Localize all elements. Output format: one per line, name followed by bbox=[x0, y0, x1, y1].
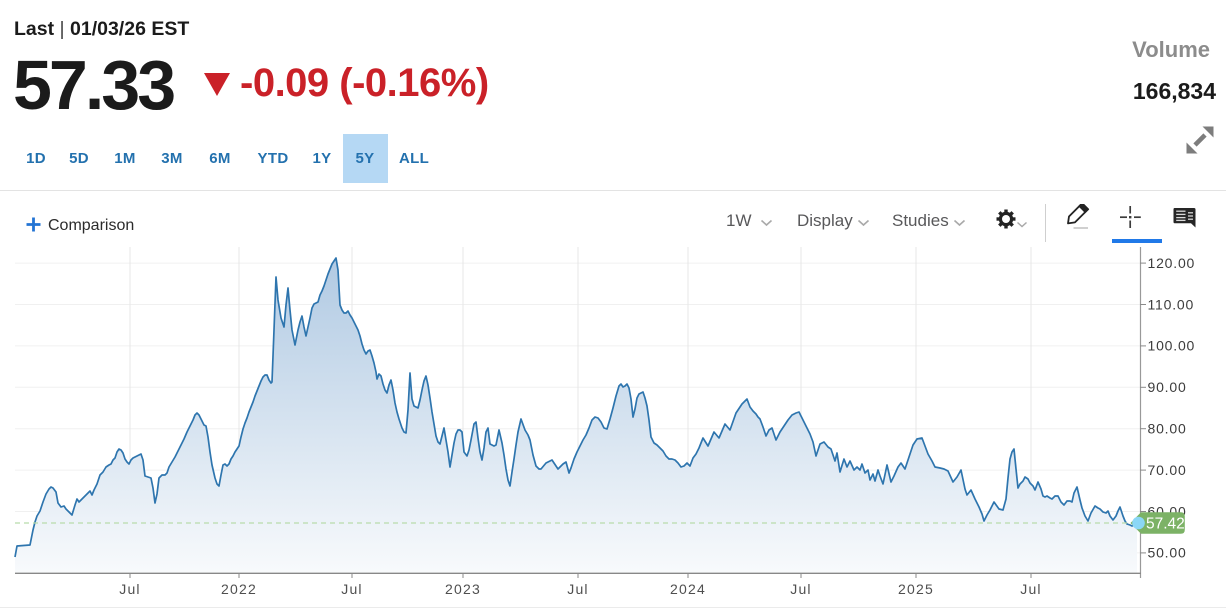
svg-text:2025: 2025 bbox=[898, 581, 934, 597]
svg-text:Jul: Jul bbox=[341, 581, 363, 597]
svg-text:110.00: 110.00 bbox=[1148, 296, 1195, 312]
svg-text:Jul: Jul bbox=[790, 581, 812, 597]
svg-text:90.00: 90.00 bbox=[1148, 379, 1187, 395]
svg-text:120.00: 120.00 bbox=[1148, 255, 1196, 271]
svg-text:100.00: 100.00 bbox=[1148, 338, 1196, 354]
svg-text:Jul: Jul bbox=[1020, 581, 1042, 597]
svg-text:80.00: 80.00 bbox=[1148, 421, 1187, 437]
svg-text:Jul: Jul bbox=[119, 581, 141, 597]
svg-text:70.00: 70.00 bbox=[1148, 462, 1187, 478]
svg-text:50.00: 50.00 bbox=[1148, 545, 1187, 561]
svg-text:2024: 2024 bbox=[670, 581, 706, 597]
svg-text:57.42: 57.42 bbox=[1146, 516, 1185, 533]
svg-text:2023: 2023 bbox=[445, 581, 481, 597]
svg-text:2022: 2022 bbox=[221, 581, 257, 597]
svg-text:Jul: Jul bbox=[567, 581, 589, 597]
